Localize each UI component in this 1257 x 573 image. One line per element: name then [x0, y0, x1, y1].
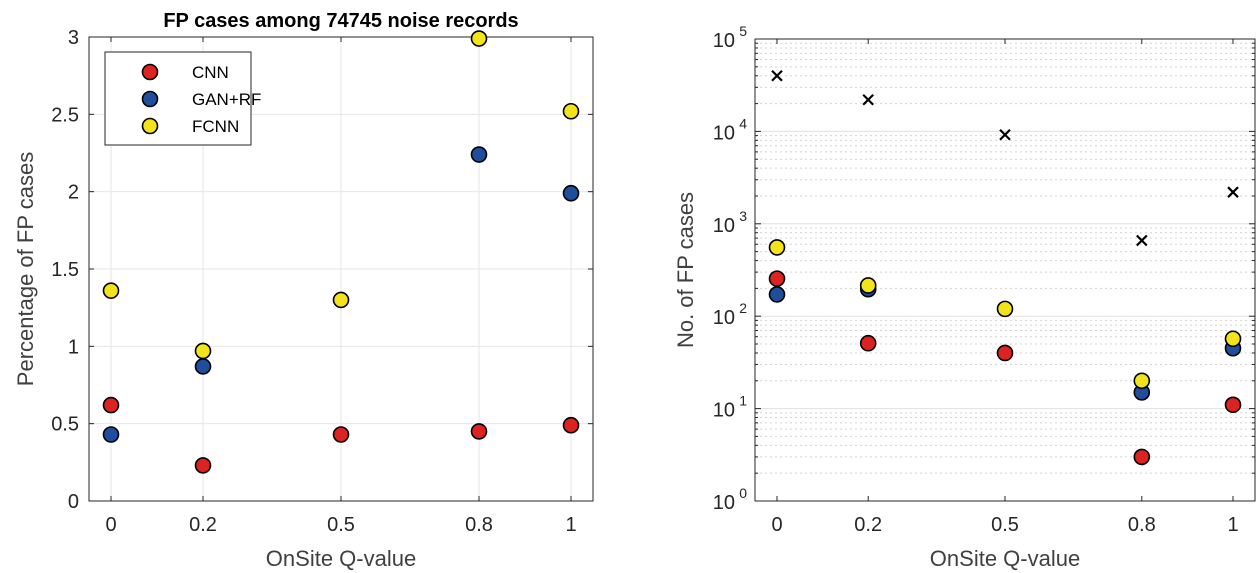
left-y-tick-label: 1: [68, 336, 79, 358]
right-point-series-2: [1133, 372, 1151, 390]
right-y-tick-label: 10: [713, 307, 735, 329]
right-point-series-2: [1224, 330, 1242, 348]
right-plot-area: [755, 39, 1255, 501]
right-x-tick-label: 0.2: [854, 514, 882, 536]
legend-marker-gan-rf: [141, 90, 159, 108]
left-point-fcnn: [102, 282, 120, 299]
right-data-points: [768, 69, 1242, 466]
right-y-tick-exponent: 0: [739, 485, 747, 501]
left-x-axis-label: OnSite Q-value: [266, 546, 416, 571]
left-point-cnn: [102, 396, 120, 414]
right-y-tick-label: 10: [713, 400, 735, 422]
right-x-tick-label: 0: [771, 514, 782, 536]
left-point-gan-rf: [102, 426, 120, 443]
left-tick-labels: 0 0.5 1 1.5 2 2.5 3 0 0.2 0.5 0.8 1: [51, 27, 593, 536]
left-chart-title: FP cases among 74745 noise records: [163, 10, 518, 32]
right-point-cross: [771, 69, 783, 82]
right-point-series-0: [768, 270, 786, 287]
left-point-cnn: [562, 416, 580, 434]
left-point-gan-rf: [470, 146, 488, 163]
right-y-tick-exponent: 5: [739, 23, 747, 39]
right-point-cross: [862, 93, 874, 106]
left-y-tick-label: 3: [68, 27, 79, 49]
left-x-tick-label: 0.5: [327, 514, 355, 536]
right-point-series-2: [768, 239, 786, 256]
right-point-series-1: [768, 286, 786, 303]
left-point-cnn: [470, 423, 488, 440]
right-y-axis-label: No. of FP cases: [673, 192, 698, 348]
right-y-tick-exponent: 3: [739, 208, 747, 224]
legend-label-cnn: CNN: [192, 63, 229, 82]
right-y-tick-label: 10: [713, 492, 735, 514]
right-point-cross: [1136, 234, 1148, 247]
right-point-series-0: [859, 334, 877, 352]
legend-label-gan-rf: GAN+RF: [192, 90, 261, 109]
right-y-tick-exponent: 1: [739, 393, 747, 409]
left-y-axis-label: Percentage of FP cases: [13, 152, 38, 386]
right-point-series-0: [996, 344, 1014, 362]
legend-marker-fcnn: [141, 117, 159, 135]
left-point-gan-rf: [562, 184, 580, 202]
right-x-axis-label: OnSite Q-value: [930, 546, 1080, 571]
right-y-tick-label: 10: [713, 215, 735, 237]
right-x-tick-label: 0.5: [991, 514, 1019, 536]
left-x-tick-label: 0.2: [189, 514, 217, 536]
right-tick-labels: 10 010 110 210 310 410 50 0.2 0.5 0.8 1: [713, 23, 1255, 536]
left-y-tick-label: 2: [68, 182, 79, 204]
right-point-series-2: [859, 277, 877, 294]
left-x-tick-label: 0.8: [465, 514, 493, 536]
right-y-tick-label: 10: [713, 122, 735, 144]
left-y-tick-label: 0: [68, 491, 79, 513]
right-point-series-0: [1133, 448, 1151, 466]
left-point-cnn: [194, 457, 212, 474]
right-point-series-0: [1224, 396, 1242, 414]
legend-box: [104, 51, 252, 146]
legend: CNN GAN+RF FCNN: [104, 51, 261, 146]
left-point-fcnn: [562, 102, 580, 120]
right-point-cross: [1227, 186, 1239, 198]
legend-marker-cnn: [141, 63, 159, 81]
left-point-fcnn: [332, 291, 350, 309]
left-data-points: [102, 30, 580, 474]
left-y-tick-label: 2.5: [51, 104, 79, 126]
legend-label-fcnn: FCNN: [192, 117, 239, 136]
right-point-series-2: [996, 300, 1014, 318]
left-point-gan-rf: [194, 358, 212, 375]
left-y-tick-label: 1.5: [51, 259, 79, 281]
right-y-tick-label: 10: [713, 30, 735, 52]
right-y-tick-exponent: 4: [739, 115, 747, 131]
right-y-tick-exponent: 2: [739, 300, 747, 316]
left-point-fcnn: [470, 30, 488, 47]
left-point-cnn: [332, 426, 350, 443]
right-point-cross: [999, 128, 1011, 141]
left-y-tick-label: 0.5: [51, 414, 79, 436]
left-chart: 0 0.5 1 1.5 2 2.5 3 0 0.2 0.5 0.8 1 FP cases among …: [13, 10, 594, 571]
right-chart: 10 010 110 210 310 410 50 0.2 0.5 0.8 1 OnSite Q-v…: [673, 23, 1256, 571]
right-x-tick-label: 1: [1227, 514, 1238, 536]
right-x-tick-label: 0.8: [1128, 514, 1156, 536]
left-point-fcnn: [194, 342, 212, 360]
left-x-tick-label: 1: [565, 514, 576, 536]
left-x-tick-label: 0: [105, 514, 116, 536]
